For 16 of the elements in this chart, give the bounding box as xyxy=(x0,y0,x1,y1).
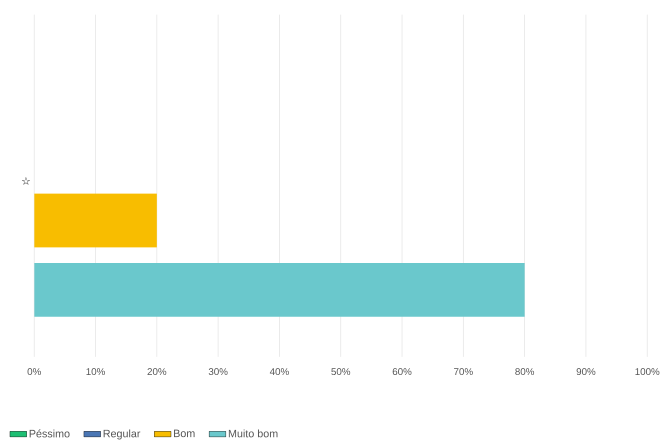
x-tick-label: 40% xyxy=(270,368,289,376)
x-tick-label: 70% xyxy=(454,368,473,376)
legend-label: Bom xyxy=(174,430,195,438)
y-tick-label: ☆ xyxy=(22,177,30,185)
x-tick-label: 50% xyxy=(331,368,350,376)
x-tick-label: 60% xyxy=(392,368,412,376)
legend-label: Regular xyxy=(104,430,140,440)
legend-label: Muito bom xyxy=(228,430,278,438)
x-tick-label: 0% xyxy=(28,368,41,376)
x-tick-label: 80% xyxy=(515,368,534,376)
legend-label: Péssimo xyxy=(30,429,70,438)
x-tick-label: 30% xyxy=(208,368,228,376)
x-tick-label: 20% xyxy=(148,368,166,376)
x-tick-label: 10% xyxy=(86,368,105,376)
x-tick-label: 100% xyxy=(635,368,660,376)
x-tick-label: 90% xyxy=(576,368,596,376)
